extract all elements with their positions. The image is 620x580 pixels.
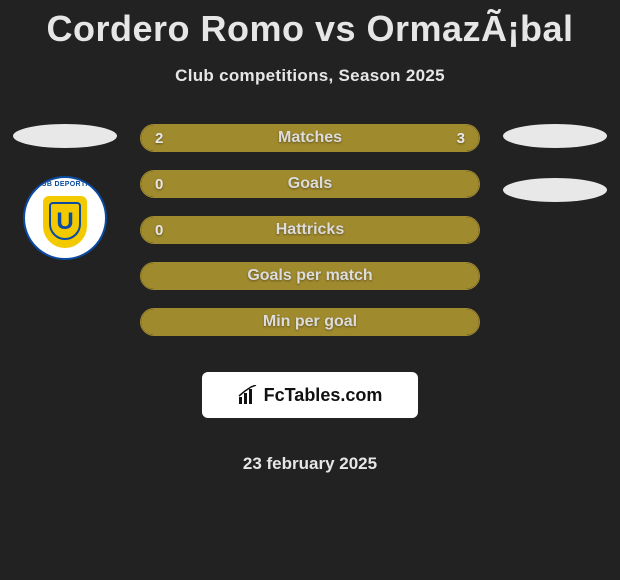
subtitle: Club competitions, Season 2025 xyxy=(0,66,620,86)
stat-bar-matches: 2 Matches 3 xyxy=(140,124,480,152)
left-club-badge: CLUB DEPORTIVO U xyxy=(23,176,107,260)
stat-label: Goals per match xyxy=(247,267,372,285)
stat-bar-goals: 0 Goals xyxy=(140,170,480,198)
club-arc-text: CLUB DEPORTIVO xyxy=(32,181,99,188)
club-letter: U xyxy=(56,208,73,236)
page-title: Cordero Romo vs OrmazÃ¡bal xyxy=(0,0,620,50)
comparison-date: 23 february 2025 xyxy=(243,454,377,474)
right-player-column xyxy=(500,124,610,202)
comparison-widget: Cordero Romo vs OrmazÃ¡bal Club competit… xyxy=(0,0,620,474)
stat-bars: 2 Matches 3 0 Goals 0 Hattricks Goals pe… xyxy=(140,124,480,474)
right-player-placeholder-1 xyxy=(503,124,607,148)
stat-label: Min per goal xyxy=(263,313,357,331)
logo-text: FcTables.com xyxy=(264,385,383,406)
stat-value-left: 0 xyxy=(155,222,163,239)
stat-value-right: 3 xyxy=(457,130,465,147)
right-player-placeholder-2 xyxy=(503,178,607,202)
stat-bar-min-per-goal: Min per goal xyxy=(140,308,480,336)
stat-bar-goals-per-match: Goals per match xyxy=(140,262,480,290)
stat-label: Goals xyxy=(288,175,332,193)
left-player-column: CLUB DEPORTIVO U xyxy=(10,124,120,260)
chart-icon xyxy=(238,385,258,405)
stat-value-left: 0 xyxy=(155,176,163,193)
fctables-logo[interactable]: FcTables.com xyxy=(202,372,418,418)
stats-area: CLUB DEPORTIVO U 2 Matches 3 0 Goals xyxy=(0,124,620,474)
stat-bar-hattricks: 0 Hattricks xyxy=(140,216,480,244)
club-shield-icon: U xyxy=(43,196,87,248)
stat-label: Hattricks xyxy=(276,221,344,239)
stat-label: Matches xyxy=(278,129,342,147)
stat-value-left: 2 xyxy=(155,130,163,147)
left-player-placeholder xyxy=(13,124,117,148)
